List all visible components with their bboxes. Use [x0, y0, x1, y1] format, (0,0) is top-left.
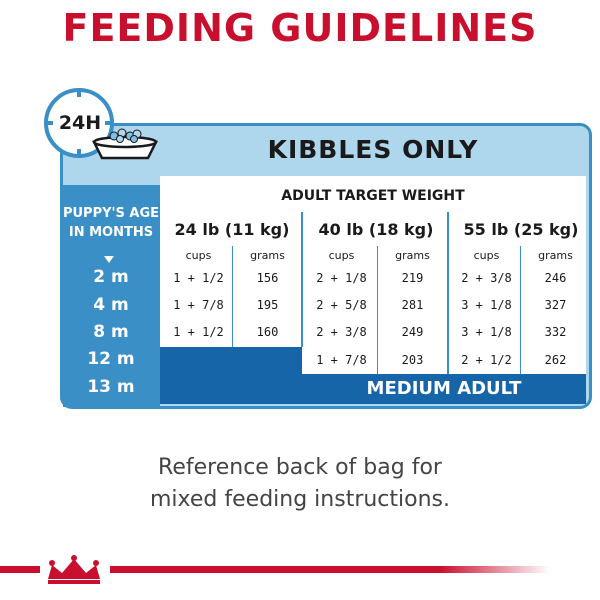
table-cell: 219	[401, 271, 424, 285]
footer-band: MEDIUM ADULT	[160, 374, 586, 404]
table-cell: 2 + 3/8	[316, 325, 367, 339]
column-divider	[232, 246, 233, 347]
age-row: 13 m	[87, 377, 135, 397]
age-row: 4 m	[93, 295, 129, 315]
table-cell: 1 + 1/2	[173, 325, 224, 339]
table-cell: 281	[401, 298, 424, 312]
footer-label: MEDIUM ADULT	[366, 378, 522, 399]
table-cell: 195	[256, 298, 279, 312]
table-cell: 1 + 7/8	[316, 353, 367, 367]
weight-header: 40 lb (18 kg)	[318, 220, 434, 239]
note-line-2: mixed feeding instructions.	[150, 487, 450, 512]
unit-header: grams	[538, 249, 573, 262]
unit-header: grams	[250, 249, 285, 262]
age-row: 2 m	[93, 267, 129, 287]
unit-header: cups	[328, 249, 355, 262]
weight-header: 55 lb (25 kg)	[463, 220, 579, 239]
column-divider	[377, 246, 378, 374]
footer-rule	[110, 566, 550, 573]
unit-header: grams	[395, 249, 430, 262]
table-cell: 203	[401, 353, 424, 367]
table-cell: 160	[256, 325, 279, 339]
table-cell: 3 + 1/8	[461, 298, 512, 312]
table-cell: 262	[544, 353, 567, 367]
page-title: FEEDING GUIDELINES	[62, 6, 538, 50]
unit-header: cups	[185, 249, 212, 262]
age-header: PUPPY'S AGE IN MONTHS	[62, 204, 160, 242]
table-cell: 327	[544, 298, 567, 312]
table-cell: 2 + 1/2	[461, 353, 512, 367]
section-title: KIBBLES ONLY	[267, 135, 479, 164]
empty-cells	[160, 347, 302, 374]
table-cell: 3 + 1/8	[461, 325, 512, 339]
column-divider	[301, 212, 303, 347]
footer-rule	[0, 566, 40, 573]
crown-logo-icon	[48, 555, 100, 584]
table-cell: 2 + 1/8	[316, 271, 367, 285]
table-cell: 332	[544, 325, 567, 339]
table-cell: 2 + 5/8	[316, 298, 367, 312]
table-cell: 2 + 3/8	[461, 271, 512, 285]
note-line-1: Reference back of bag for	[158, 455, 442, 480]
table-cell: 1 + 7/8	[173, 298, 224, 312]
column-divider	[447, 212, 449, 374]
table-cell: 1 + 1/2	[173, 271, 224, 285]
column-divider	[520, 246, 521, 374]
age-header-line-1: PUPPY'S AGE	[62, 206, 160, 221]
age-column	[63, 185, 160, 407]
weight-header: 24 lb (11 kg)	[174, 220, 290, 239]
age-row: 8 m	[93, 322, 129, 342]
feeding-note: Reference back of bag for mixed feeding …	[0, 452, 600, 516]
clock-label: 24H	[58, 112, 102, 134]
food-bowl-icon	[91, 128, 159, 160]
table-cell: 156	[256, 271, 279, 285]
table-cell: 246	[544, 271, 567, 285]
feeding-table	[160, 176, 586, 374]
down-arrow-icon	[104, 256, 114, 263]
age-row: 12 m	[87, 349, 135, 369]
table-cell: 249	[401, 325, 424, 339]
target-header: ADULT TARGET WEIGHT	[281, 188, 465, 204]
age-header-line-2: IN MONTHS	[68, 225, 154, 240]
unit-header: cups	[473, 249, 500, 262]
